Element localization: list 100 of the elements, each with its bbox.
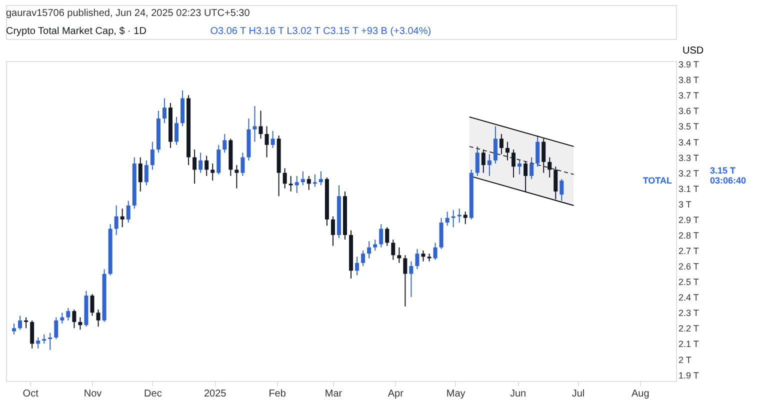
x-tick-label: Apr bbox=[388, 388, 404, 400]
candlestick bbox=[288, 175, 293, 192]
candlestick bbox=[463, 211, 468, 225]
candlestick bbox=[318, 170, 323, 186]
candlestick bbox=[162, 98, 166, 124]
y-tick-label: 3.4 T bbox=[678, 137, 700, 148]
candlestick bbox=[493, 126, 498, 164]
candlestick bbox=[397, 246, 402, 264]
candlestick bbox=[12, 323, 16, 335]
candlestick bbox=[330, 216, 335, 246]
y-tick-label: 3.3 T bbox=[678, 152, 700, 163]
candlestick bbox=[234, 164, 239, 189]
candlestick bbox=[367, 240, 372, 259]
candlestick bbox=[481, 149, 486, 174]
y-tick-label: 3.5 T bbox=[678, 122, 700, 132]
x-tick-label: Jun bbox=[510, 388, 526, 400]
candlestick bbox=[252, 106, 257, 142]
candlestick bbox=[60, 312, 64, 324]
y-tick-label: 3.2 T bbox=[678, 168, 700, 178]
candlestick bbox=[306, 175, 311, 190]
candlestick bbox=[204, 155, 209, 176]
y-tick-label: 2 T bbox=[678, 354, 692, 365]
candlestick bbox=[524, 161, 528, 192]
candlestick bbox=[530, 156, 534, 180]
candlestick bbox=[312, 174, 317, 188]
x-tick-label: May bbox=[446, 388, 466, 400]
y-axis-title: USD bbox=[682, 46, 704, 56]
candlestick bbox=[282, 168, 287, 189]
candlestick bbox=[415, 248, 420, 270]
x-tick-label: Mar bbox=[324, 388, 343, 400]
candlestick bbox=[210, 163, 215, 182]
candlestick bbox=[30, 320, 34, 349]
candlestick bbox=[96, 309, 100, 328]
y-tick-label: 2.8 T bbox=[678, 230, 700, 240]
candlestick bbox=[457, 208, 462, 224]
candlestick bbox=[487, 154, 492, 176]
candlestick bbox=[536, 135, 540, 168]
candlestick bbox=[72, 309, 76, 329]
candlestick bbox=[216, 144, 221, 175]
candlestick bbox=[554, 166, 558, 200]
candlestick bbox=[48, 332, 52, 350]
y-tick-label: 2.5 T bbox=[678, 277, 700, 288]
y-tick-label: 2.7 T bbox=[678, 246, 700, 256]
x-tick-label: Jul bbox=[572, 388, 585, 400]
chart-subtitle: O3.06 T H3.16 T L3.02 T C3.15 T +93 B (+3.04%) bbox=[210, 26, 432, 37]
candlestick bbox=[548, 156, 552, 178]
candlestick bbox=[192, 149, 197, 184]
candlestick bbox=[258, 110, 263, 140]
candlestick bbox=[300, 170, 305, 186]
x-tick-label: 2025 bbox=[204, 388, 227, 400]
candlestick bbox=[505, 141, 510, 161]
candlestick bbox=[294, 175, 299, 194]
candlestick bbox=[560, 178, 564, 202]
candlestick bbox=[379, 224, 384, 248]
x-tick-label: Nov bbox=[84, 388, 102, 400]
y-tick-label: 3 T bbox=[678, 199, 692, 210]
candlestick bbox=[198, 152, 203, 174]
candlestick bbox=[409, 260, 414, 298]
y-tick-label: 3.9 T bbox=[678, 60, 700, 70]
candlestick bbox=[355, 256, 360, 276]
annotation: TOTAL bbox=[642, 176, 672, 186]
y-tick-label: 3.7 T bbox=[678, 90, 700, 101]
candlestick bbox=[114, 204, 118, 236]
candlestick bbox=[174, 116, 179, 146]
candlestick bbox=[421, 250, 426, 262]
candlestick bbox=[240, 152, 245, 176]
candlestick bbox=[90, 294, 94, 316]
candlestick bbox=[451, 210, 456, 228]
y-tick-label: 2.2 T bbox=[678, 324, 700, 334]
candlestick bbox=[499, 134, 504, 155]
y-tick-label: 2.9 T bbox=[678, 214, 700, 225]
candlestick bbox=[126, 200, 130, 224]
candlestick bbox=[403, 254, 408, 307]
x-tick-label: Oct bbox=[22, 388, 39, 400]
y-tick-label: 2.3 T bbox=[678, 308, 700, 318]
candlestick bbox=[433, 242, 438, 260]
candlestick bbox=[54, 316, 58, 340]
candlestick bbox=[36, 337, 40, 349]
x-tick-label: Aug bbox=[631, 388, 650, 400]
candlestick bbox=[66, 307, 70, 321]
candlestick bbox=[373, 239, 378, 252]
y-tick-label: 2.1 T bbox=[678, 339, 700, 350]
x-tick-label: Dec bbox=[144, 388, 162, 400]
candlestick bbox=[361, 250, 366, 267]
candlestick bbox=[120, 208, 124, 228]
candlestick bbox=[385, 226, 390, 246]
text: 3.15 T bbox=[710, 166, 736, 176]
y-tick-label: 2.6 T bbox=[678, 262, 700, 272]
candlestick bbox=[512, 149, 516, 178]
text: gaurav15706 published, Jun 24, 2025 02:23 UTC+5:30 bbox=[6, 8, 250, 19]
candlestick bbox=[542, 138, 546, 174]
candlestick bbox=[270, 130, 275, 148]
x-tick-label: Feb bbox=[268, 388, 286, 400]
candlestick bbox=[445, 211, 450, 226]
candlestick bbox=[78, 316, 82, 330]
candlestick bbox=[475, 146, 480, 176]
candlestick bbox=[144, 160, 148, 186]
candlestick bbox=[42, 334, 46, 344]
y-tick-label: 1.9 T bbox=[678, 370, 700, 380]
y-tick-label: 3.1 T bbox=[678, 184, 700, 194]
